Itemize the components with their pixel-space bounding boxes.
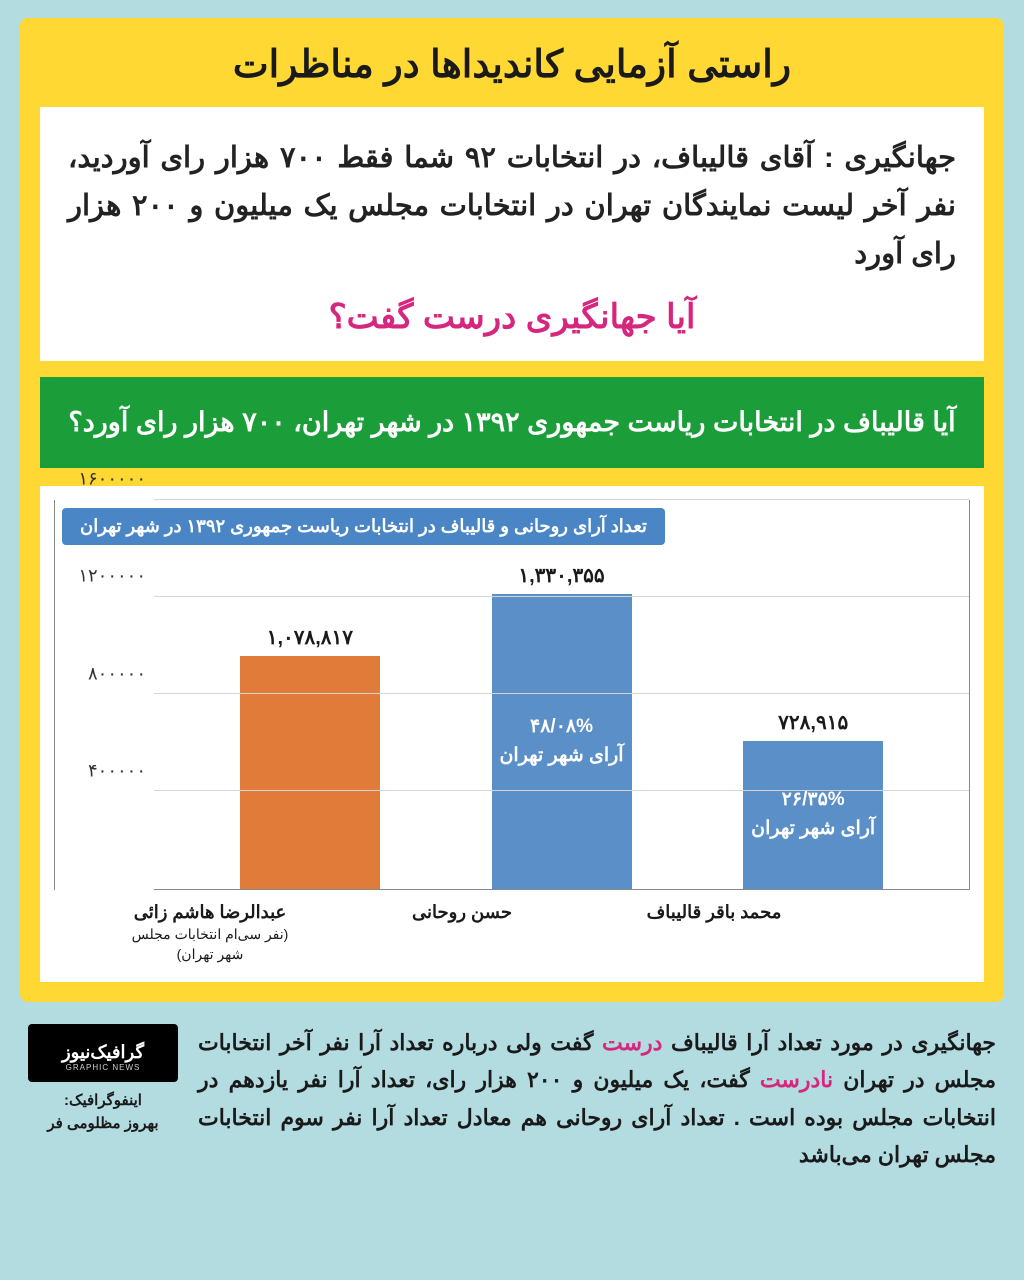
quote-box: جهانگیری : آقای قالیباف، در انتخابات ۹۲ … [40, 107, 984, 361]
footer: جهانگیری در مورد تعداد آرا قالیباف درست … [20, 1024, 1004, 1174]
bar-value-label: ۷۲۸,۹۱۵ [778, 710, 848, 735]
quote-text: جهانگیری : آقای قالیباف، در انتخابات ۹۲ … [68, 135, 956, 279]
y-tick-label: ۴۰۰۰۰۰ [88, 761, 146, 782]
question-text: آیا جهانگیری درست گفت؟ [68, 297, 956, 337]
y-axis: ۴۰۰۰۰۰۸۰۰۰۰۰۱۲۰۰۰۰۰۱۶۰۰۰۰۰ [54, 500, 154, 890]
incorrect-word: نادرست [760, 1067, 833, 1092]
page-title: راستی آزمایی کاندیداها در مناظرات [56, 42, 968, 87]
chart-plot: ۷۲۸,۹۱۵ ۲۶/۳۵%آرای شهر تهران ۱,۳۳۰,۳۵۵ ۴۸/۰… [154, 500, 970, 890]
y-tick-label: ۱۲۰۰۰۰۰ [78, 566, 146, 587]
credit-label: اینفوگرافیک: [28, 1090, 178, 1113]
x-axis-labels: محمد باقر قالیباف حسن روحانی عبدالرضا هاشم… [54, 890, 970, 964]
bar: ۴۸/۰۸%آرای شهر تهران [492, 594, 632, 888]
chart-wrapper: تعداد آرای روحانی و قالیباف در انتخابات … [40, 486, 984, 982]
credit-box: گرافیک‌نیوز GRAPHIC NEWS اینفوگرافیک: به… [28, 1024, 178, 1135]
chart-area: تعداد آرای روحانی و قالیباف در انتخابات … [54, 500, 970, 890]
green-banner: آیا قالیباف در انتخابات ریاست جمهوری ۱۳۹… [40, 377, 984, 468]
credit-author: بهروز مظلومی فر [28, 1113, 178, 1136]
bar-value-label: ۱,۳۳۰,۳۵۵ [518, 563, 604, 588]
title-bar: راستی آزمایی کاندیداها در مناظرات [20, 18, 1004, 107]
bar: ۲۶/۳۵%آرای شهر تهران [743, 741, 883, 889]
credit-logo: گرافیک‌نیوز GRAPHIC NEWS [28, 1024, 178, 1082]
chart-title: تعداد آرای روحانی و قالیباف در انتخابات … [62, 508, 665, 545]
bar-group: ۱,۰۷۸,۸۱۷ [220, 625, 400, 889]
banner-text: آیا قالیباف در انتخابات ریاست جمهوری ۱۳۹… [64, 401, 960, 444]
bar-group: ۷۲۸,۹۱۵ ۲۶/۳۵%آرای شهر تهران [723, 710, 903, 889]
y-tick-label: ۱۶۰۰۰۰۰ [78, 468, 146, 489]
correct-word: درست [602, 1030, 662, 1055]
y-tick-label: ۸۰۰۰۰۰ [88, 663, 146, 684]
footer-conclusion: جهانگیری در مورد تعداد آرا قالیباف درست … [198, 1024, 996, 1174]
x-label: عبدالرضا هاشم زائی(نفر سی‌ام انتخابات مج… [120, 900, 300, 964]
bar [240, 656, 380, 889]
bar-group: ۱,۳۳۰,۳۵۵ ۴۸/۰۸%آرای شهر تهران [472, 563, 652, 888]
infographic-card: راستی آزمایی کاندیداها در مناظرات جهانگی… [20, 18, 1004, 1002]
x-label: حسن روحانی [372, 900, 552, 964]
x-label: محمد باقر قالیباف [624, 900, 804, 964]
bar-value-label: ۱,۰۷۸,۸۱۷ [267, 625, 353, 650]
